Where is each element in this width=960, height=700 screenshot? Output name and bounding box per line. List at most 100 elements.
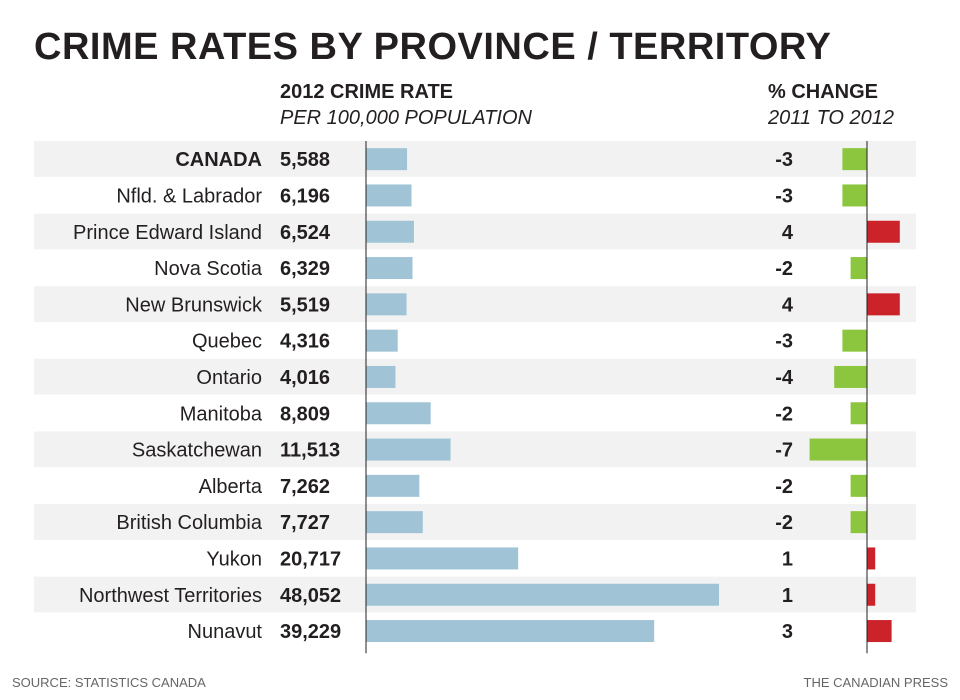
rate-header-sub: PER 100,000 POPULATION	[280, 107, 532, 129]
category-label: Ontario	[196, 367, 262, 389]
data-row: Nfld. & Labrador 6,196 -3	[116, 184, 867, 207]
data-row: Northwest Territories 48,052 1	[34, 576, 916, 613]
row-stripe	[34, 286, 916, 322]
category-label: Manitoba	[180, 403, 263, 425]
change-bar	[867, 620, 892, 643]
category-label: Yukon	[206, 548, 262, 570]
change-bar	[834, 365, 867, 388]
rate-bar	[366, 438, 451, 461]
change-column-header: % CHANGE 2011 TO 2012	[768, 79, 894, 131]
change-bar	[850, 257, 867, 280]
change-value-label: -2	[775, 403, 793, 425]
rate-value-label: 6,196	[280, 185, 330, 207]
source-note: SOURCE: STATISTICS CANADA	[12, 675, 206, 690]
category-label: Northwest Territories	[79, 585, 262, 607]
rate-value-label: 48,052	[280, 585, 341, 607]
rate-bar	[366, 365, 396, 388]
change-bar	[842, 329, 867, 352]
rate-value-label: 5,588	[280, 149, 330, 171]
rate-column-header: 2012 CRIME RATE PER 100,000 POPULATION	[280, 79, 532, 131]
rate-bar	[366, 511, 423, 534]
data-row: Ontario 4,016 -4	[34, 358, 916, 395]
change-bar	[850, 402, 867, 425]
data-row: Saskatchewan 11,513 -7	[34, 431, 916, 468]
change-value-label: -2	[775, 476, 793, 498]
change-value-label: -4	[775, 367, 794, 389]
change-bar	[842, 184, 867, 207]
rate-bar	[366, 184, 412, 207]
rate-value-label: 39,229	[280, 621, 341, 643]
rate-value-label: 7,262	[280, 476, 330, 498]
change-bar	[850, 474, 867, 497]
row-stripe	[34, 431, 916, 468]
change-bar	[809, 438, 867, 461]
category-label: CANADA	[175, 149, 262, 171]
change-value-label: -3	[775, 185, 793, 207]
change-bar	[842, 148, 867, 171]
change-value-label: -7	[775, 440, 793, 462]
data-row: Manitoba 8,809 -2	[180, 402, 867, 425]
change-value-label: -2	[775, 512, 793, 534]
change-bar	[867, 547, 876, 570]
data-row: Quebec 4,316 -3	[192, 329, 867, 353]
rate-bar	[366, 220, 414, 243]
data-row: New Brunswick 5,519 4	[34, 286, 916, 322]
rate-value-label: 11,513	[280, 440, 340, 462]
change-value-label: 4	[782, 222, 794, 244]
rate-header-main: 2012 CRIME RATE	[280, 81, 454, 103]
rate-bar	[366, 293, 407, 316]
row-stripe	[34, 504, 916, 540]
rate-bar	[366, 583, 719, 606]
change-value-label: 1	[782, 548, 793, 570]
category-label: Saskatchewan	[132, 440, 262, 462]
data-row: Nunavut 39,229 3	[188, 620, 892, 643]
rate-bar	[366, 547, 519, 570]
row-stripe	[34, 213, 916, 250]
category-label: Alberta	[199, 476, 263, 498]
change-header-main: % CHANGE	[768, 81, 879, 103]
row-stripe	[34, 358, 916, 395]
rate-value-label: 7,727	[280, 512, 330, 534]
row-stripe	[34, 141, 916, 177]
category-label: Nfld. & Labrador	[116, 185, 262, 207]
rate-value-label: 6,329	[280, 258, 330, 280]
data-row: Alberta 7,262 -2	[199, 474, 867, 498]
rate-value-label: 20,717	[280, 548, 341, 570]
credit-note: THE CANADIAN PRESS	[803, 675, 948, 690]
category-label: New Brunswick	[125, 294, 263, 316]
rate-bar	[366, 474, 420, 497]
change-header-sub: 2011 TO 2012	[768, 107, 895, 129]
rate-value-label: 5,519	[280, 294, 330, 316]
category-label: Quebec	[192, 331, 262, 353]
change-value-label: 3	[782, 621, 793, 643]
data-row: Nova Scotia 6,329 -2	[154, 257, 867, 280]
change-value-label: -3	[775, 331, 793, 353]
rate-value-label: 8,809	[280, 403, 330, 425]
chart-title: CRIME RATES BY PROVINCE / TERRITORY	[34, 26, 832, 68]
rate-bar	[366, 620, 655, 643]
change-value-label: -2	[775, 258, 793, 280]
category-label: Nunavut	[188, 621, 263, 643]
category-label: Prince Edward Island	[73, 222, 262, 244]
data-row: Prince Edward Island 6,524 4	[34, 213, 916, 250]
rate-value-label: 6,524	[280, 222, 331, 244]
rate-bar	[366, 329, 398, 352]
category-label: British Columbia	[116, 512, 262, 534]
rate-bar	[366, 257, 413, 280]
change-bar	[867, 220, 900, 243]
change-value-label: 4	[782, 294, 794, 316]
data-row: British Columbia 7,727 -2	[34, 504, 916, 540]
change-value-label: -3	[775, 149, 793, 171]
rate-value-label: 4,316	[280, 331, 330, 353]
data-row: Yukon 20,717 1	[206, 547, 876, 570]
rate-value-label: 4,016	[280, 367, 330, 389]
change-bar	[867, 583, 876, 606]
change-value-label: 1	[782, 585, 793, 607]
rate-bar	[366, 148, 408, 171]
rate-bar	[366, 402, 431, 425]
data-row: CANADA 5,588 -3	[34, 141, 916, 177]
change-bar	[850, 511, 867, 534]
category-label: Nova Scotia	[154, 258, 263, 280]
change-bar	[867, 293, 900, 316]
